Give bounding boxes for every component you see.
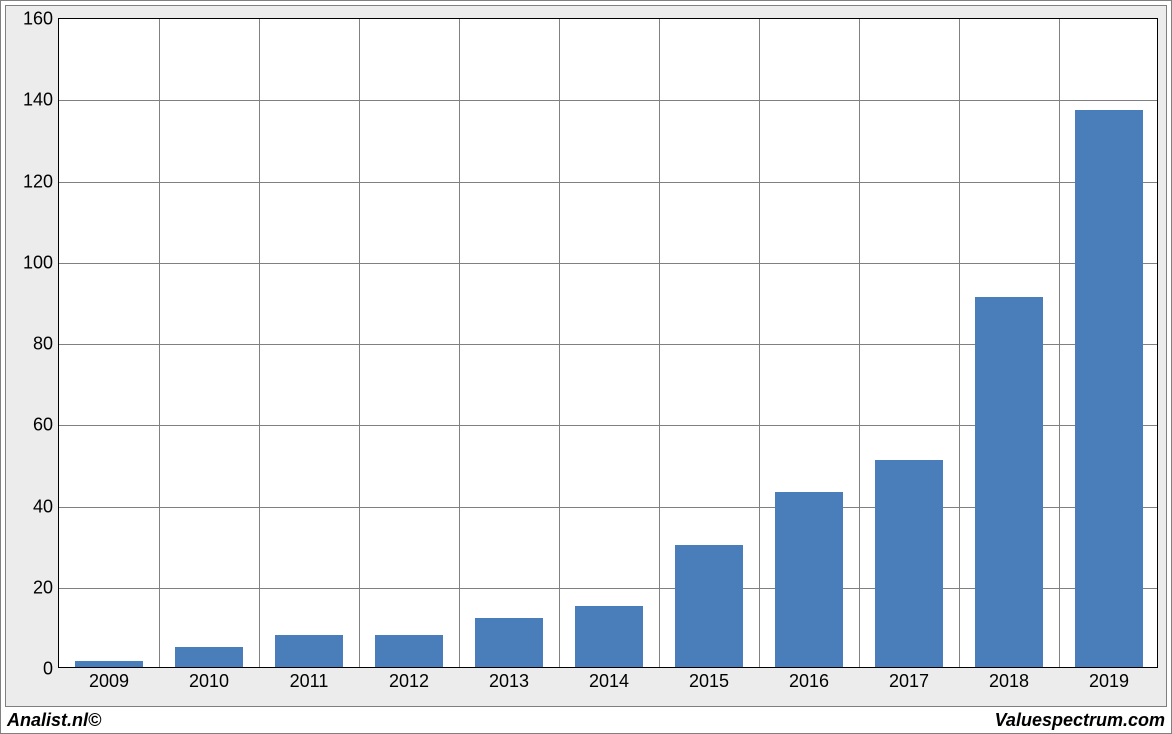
gridline-v [859, 19, 860, 667]
gridline-h [59, 263, 1157, 264]
bar [675, 545, 743, 667]
gridline-v [1059, 19, 1060, 667]
gridline-v [159, 19, 160, 667]
gridline-v [259, 19, 260, 667]
xtick-label: 2017 [889, 667, 929, 692]
ytick-label: 100 [23, 252, 59, 273]
footer-right-credit: Valuespectrum.com [995, 710, 1165, 731]
ytick-label: 20 [33, 577, 59, 598]
ytick-label: 40 [33, 496, 59, 517]
chart-frame: 0 20 40 60 80 100 120 140 160 2009 2010 2011 2012 201… [0, 0, 1172, 734]
xtick-label: 2018 [989, 667, 1029, 692]
bar [975, 297, 1043, 667]
ytick-label: 120 [23, 171, 59, 192]
gridline-v [959, 19, 960, 667]
gridline-v [459, 19, 460, 667]
ytick-label: 0 [43, 659, 59, 680]
xtick-label: 2010 [189, 667, 229, 692]
ytick-label: 140 [23, 90, 59, 111]
xtick-label: 2016 [789, 667, 829, 692]
gridline-v [359, 19, 360, 667]
bar [1075, 110, 1143, 667]
bar [775, 492, 843, 667]
gridline-v [759, 19, 760, 667]
gridline-h [59, 182, 1157, 183]
ytick-label: 80 [33, 334, 59, 355]
gridline-v [659, 19, 660, 667]
xtick-label: 2012 [389, 667, 429, 692]
gridline-h [59, 100, 1157, 101]
xtick-label: 2013 [489, 667, 529, 692]
ytick-label: 60 [33, 415, 59, 436]
ytick-label: 160 [23, 9, 59, 30]
plot-area: 0204060801001201401602009201020112012201… [58, 18, 1158, 668]
gridline-v [559, 19, 560, 667]
xtick-label: 2009 [89, 667, 129, 692]
bar [875, 460, 943, 667]
bar [475, 618, 543, 667]
bar [575, 606, 643, 667]
bar [375, 635, 443, 668]
bar [275, 635, 343, 668]
chart-panel: 0 20 40 60 80 100 120 140 160 2009 2010 2011 2012 201… [5, 5, 1167, 707]
footer-left-credit: Analist.nl© [7, 710, 101, 731]
xtick-label: 2019 [1089, 667, 1129, 692]
xtick-label: 2011 [290, 667, 329, 692]
xtick-label: 2014 [589, 667, 629, 692]
xtick-label: 2015 [689, 667, 729, 692]
bar [175, 647, 243, 667]
